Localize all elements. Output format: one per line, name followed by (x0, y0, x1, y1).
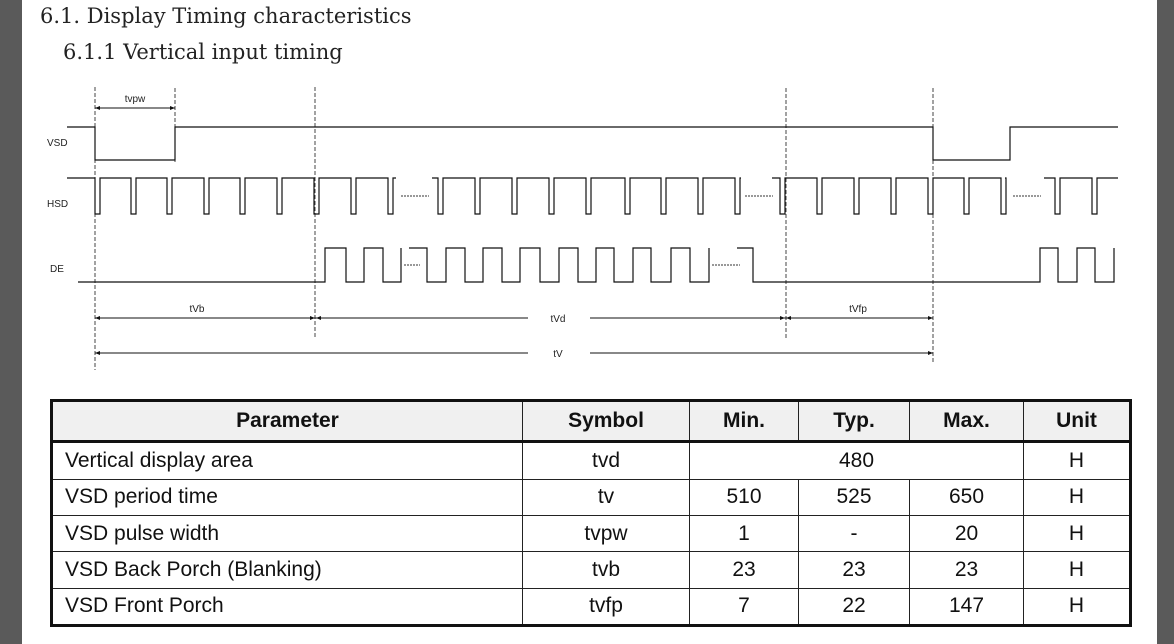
left-margin-bar (0, 0, 22, 644)
tvd-arrow-head (316, 316, 321, 320)
header-unit: Unit (1023, 399, 1131, 444)
cell-min: 510 (689, 478, 799, 517)
tvfp-arrow-head (786, 316, 791, 320)
timing-table: Parameter Symbol Min. Typ. Max. Unit Ver… (50, 399, 1132, 627)
label-tvpw: tvpw (125, 94, 146, 105)
header-typ: Typ. (798, 399, 910, 444)
header-max: Max. (909, 399, 1024, 444)
cell-unit: H (1023, 514, 1131, 553)
tvd-arrow-head (780, 316, 785, 320)
signal-label-de: DE (50, 264, 64, 275)
label-tvfp: tVfp (849, 304, 867, 315)
tvpw-arrow-head (170, 106, 175, 110)
tv-arrow-head (95, 351, 100, 355)
de-waveform-segment (737, 247, 1115, 283)
table-row: VSD Front Porch tvfp 7 22 147 H (51, 587, 1131, 627)
right-margin-bar (1157, 0, 1174, 644)
cell-min: 1 (689, 514, 799, 553)
cell-parameter: VSD Back Porch (Blanking) (51, 551, 523, 589)
table-row: VSD pulse width tvpw 1 - 20 H (51, 514, 1131, 553)
signal-label-hsd: HSD (47, 199, 68, 210)
cell-parameter: VSD period time (51, 478, 523, 517)
cell-min: 23 (689, 551, 799, 589)
cell-max: 23 (909, 551, 1024, 589)
waveforms (67, 126, 1118, 283)
table-row: VSD Back Porch (Blanking) tvb 23 23 23 H (51, 551, 1131, 589)
cell-parameter: Vertical display area (51, 441, 523, 480)
header-symbol: Symbol (522, 399, 690, 444)
cell-max: 650 (909, 478, 1024, 517)
table-row: Vertical display area tvd 480 H (51, 441, 1131, 480)
timing-arrows (95, 106, 933, 355)
header-min: Min. (689, 399, 799, 444)
cell-unit: H (1023, 441, 1131, 480)
header-parameter: Parameter (51, 399, 523, 444)
table-header-row: Parameter Symbol Min. Typ. Max. Unit (51, 399, 1131, 444)
cell-min: 7 (689, 587, 799, 627)
cell-symbol: tvfp (522, 587, 690, 627)
cell-unit: H (1023, 478, 1131, 517)
hsd-waveform-segment (772, 177, 1007, 215)
table-row: VSD period time tv 510 525 650 H (51, 478, 1131, 517)
cell-unit: H (1023, 551, 1131, 589)
cell-typ: 525 (798, 478, 910, 517)
de-waveform-segment (409, 247, 710, 283)
tvpw-arrow-head (95, 106, 100, 110)
cell-parameter: VSD Front Porch (51, 587, 523, 627)
de-waveform-segment (78, 247, 402, 283)
signal-label-vsd: VSD (47, 138, 68, 149)
cell-symbol: tvd (522, 441, 690, 480)
hsd-waveform-segment (432, 177, 741, 215)
cell-unit: H (1023, 587, 1131, 627)
cell-symbol: tvpw (522, 514, 690, 553)
label-tv: tV (553, 349, 563, 360)
tv-arrow-head (928, 351, 933, 355)
vsd-waveform (67, 126, 1118, 161)
cell-max: 147 (909, 587, 1024, 627)
tvfp-arrow-head (928, 316, 933, 320)
section-title: 6.1. Display Timing characteristics (40, 4, 412, 28)
cell-max: 20 (909, 514, 1024, 553)
label-tvd: tVd (550, 314, 565, 325)
cell-typ-merged: 480 (689, 441, 1024, 480)
hsd-waveform-segment (1044, 177, 1118, 215)
cell-parameter: VSD pulse width (51, 514, 523, 553)
subsection-title: 6.1.1 Vertical input timing (63, 40, 343, 64)
cell-typ: 23 (798, 551, 910, 589)
tvb-arrow-head (95, 316, 100, 320)
hsd-waveform-segment (67, 177, 396, 215)
vertical-timing-diagram: VSD HSD DE tvpw tVb tVd tVfp tV (47, 87, 1118, 370)
tvb-arrow-head (310, 316, 315, 320)
label-tvb: tVb (189, 304, 204, 315)
cell-symbol: tv (522, 478, 690, 517)
cell-typ: - (798, 514, 910, 553)
dashed-guides (94, 87, 934, 370)
cell-typ: 22 (798, 587, 910, 627)
cell-symbol: tvb (522, 551, 690, 589)
